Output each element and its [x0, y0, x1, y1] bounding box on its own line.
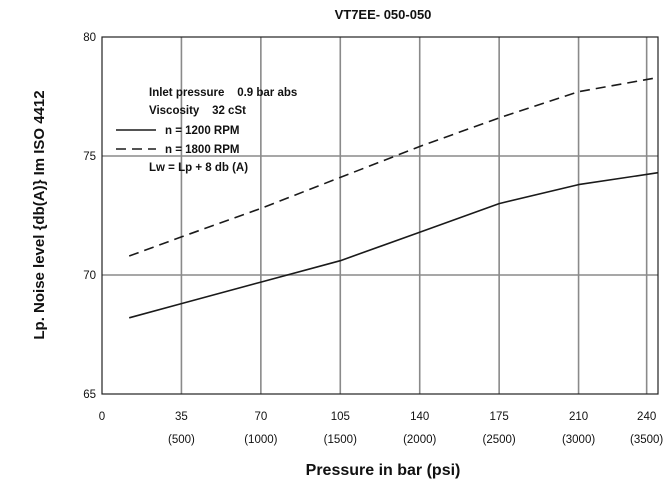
annotation-viscosity: Viscosity 32 cSt	[149, 105, 246, 117]
x-tick-sublabel: (1500)	[324, 434, 357, 446]
x-tick-label: 0	[99, 411, 105, 423]
annotation-lw-formula: Lw = Lp + 8 db (A)	[149, 162, 248, 174]
series-lines	[128, 76, 659, 319]
x-tick-sublabel: (2000)	[403, 434, 436, 446]
y-tick-label: 80	[83, 32, 96, 44]
y-axis-ticks: 65 70 75 80	[83, 32, 96, 401]
plot-frame	[101, 36, 659, 395]
y-axis-label: Lp. Noise level {db(A)} Im ISO 4412	[31, 90, 48, 339]
legend: Inlet pressure 0.9 bar abs Viscosity 32 …	[116, 87, 297, 174]
x-tick-sublabel: (3000)	[562, 434, 595, 446]
x-tick-label: 35	[175, 411, 188, 423]
x-tick-label: 210	[569, 411, 588, 423]
y-tick-label: 70	[83, 270, 96, 282]
x-axis-label: Pressure in bar (psi)	[306, 462, 461, 479]
x-tick-label: 240	[637, 411, 656, 423]
x-tick-label: 175	[490, 411, 509, 423]
x-tick-label: 105	[331, 411, 350, 423]
x-tick-sublabel: (500)	[168, 434, 195, 446]
x-tick-sublabel: (2500)	[483, 434, 516, 446]
series-line-n-1200-rpm	[128, 171, 659, 319]
annotation-inlet-pressure: Inlet pressure 0.9 bar abs	[149, 87, 297, 99]
legend-label-1200rpm: n = 1200 RPM	[165, 125, 239, 137]
y-tick-label: 65	[83, 389, 96, 401]
x-tick-label: 70	[254, 411, 267, 423]
y-tick-label: 75	[83, 151, 96, 163]
legend-label-1800rpm: n = 1800 RPM	[165, 144, 239, 156]
grid-lines	[102, 37, 658, 394]
x-tick-sublabel: (1000)	[244, 434, 277, 446]
series-line-n-1800-rpm	[128, 76, 659, 257]
x-tick-sublabel: (3500)	[630, 434, 663, 446]
x-axis-ticks: 0 35 (500) 70 (1000) 105 (1500) 140 (2000) 175 (25…	[99, 411, 664, 446]
x-tick-label: 140	[410, 411, 429, 423]
chart-title: VT7EE- 050-050	[335, 7, 432, 22]
